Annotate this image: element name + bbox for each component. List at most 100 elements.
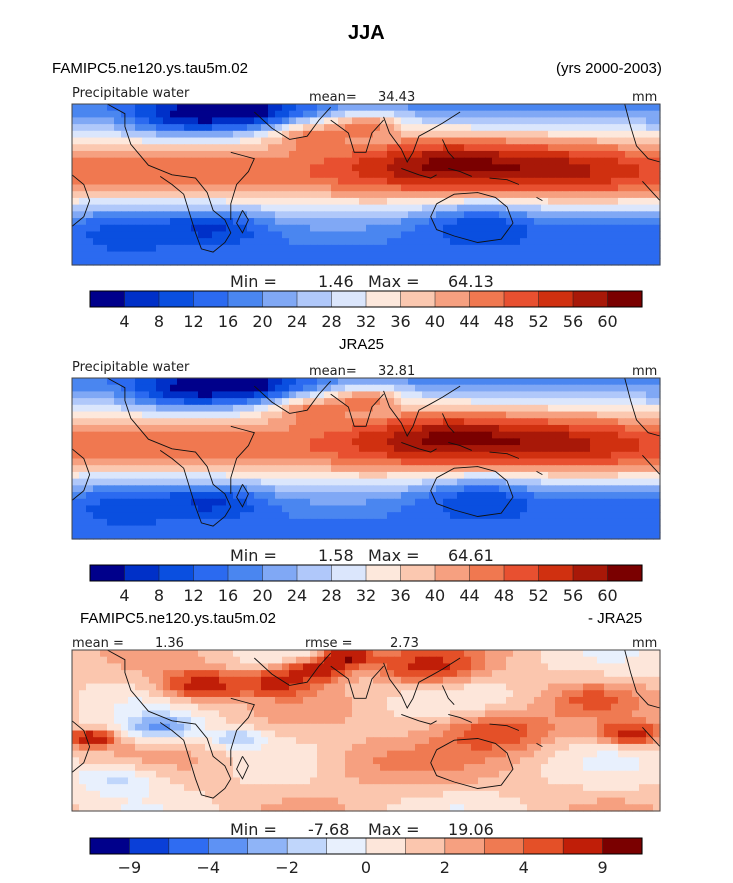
map-cell xyxy=(401,505,409,513)
map-cell xyxy=(590,438,598,446)
map-cell xyxy=(450,431,458,439)
map-cell xyxy=(604,238,612,246)
map-cell xyxy=(401,690,409,698)
map-cell xyxy=(93,525,101,533)
map-cell xyxy=(485,117,493,125)
map-cell xyxy=(534,224,542,233)
map-cell xyxy=(338,676,346,685)
map-cell xyxy=(548,683,556,691)
map-cell xyxy=(303,465,311,473)
map-cell xyxy=(121,378,129,386)
map-cell xyxy=(443,191,451,199)
colorbar-swatch xyxy=(607,290,643,308)
map-cell xyxy=(282,650,290,658)
panel1-case-name: FAMIPC5.ne120.ys.tau5m.02 xyxy=(52,60,248,77)
map-cell xyxy=(380,703,388,711)
map-cell xyxy=(268,683,276,691)
map-cell xyxy=(86,663,94,671)
map-cell xyxy=(611,184,619,192)
map-cell xyxy=(289,656,297,665)
map-cell xyxy=(534,130,542,139)
map-cell xyxy=(583,177,591,186)
map-cell xyxy=(324,478,332,486)
map-cell xyxy=(114,117,122,125)
map-cell xyxy=(345,471,353,480)
map-cell xyxy=(555,124,563,132)
map-cell xyxy=(79,431,87,439)
colorbar-swatch xyxy=(607,564,643,582)
map-cell xyxy=(191,458,199,466)
map-cell xyxy=(464,411,472,419)
map-cell xyxy=(590,384,598,393)
map-cell xyxy=(380,656,388,665)
map-cell xyxy=(366,525,374,533)
map-cell xyxy=(646,231,654,239)
map-cell xyxy=(436,404,444,413)
map-cell xyxy=(191,204,199,212)
map-cell xyxy=(653,512,661,520)
map-cell xyxy=(646,696,654,705)
map-cell xyxy=(240,451,248,460)
map-cell xyxy=(149,191,157,199)
colorbar-tick-label: 20 xyxy=(252,312,272,331)
map-cell xyxy=(639,171,647,179)
map-cell xyxy=(100,391,108,399)
map-cell xyxy=(233,110,241,119)
map-cell xyxy=(93,696,101,705)
map-cell xyxy=(597,224,605,233)
map-cell xyxy=(450,451,458,460)
map-cell xyxy=(583,384,591,393)
colorbar-tick-label: 20 xyxy=(252,586,272,605)
map-cell xyxy=(548,164,556,172)
map-cell xyxy=(352,683,360,691)
map-cell xyxy=(121,676,129,685)
map-cell xyxy=(373,150,381,159)
map-cell xyxy=(275,197,283,206)
map-cell xyxy=(359,231,367,239)
map-cell xyxy=(646,204,654,212)
map-cell xyxy=(352,244,360,253)
map-cell xyxy=(436,485,444,493)
map-cell xyxy=(226,184,234,192)
map-cell xyxy=(282,384,290,393)
map-cell xyxy=(471,465,479,473)
map-cell xyxy=(618,424,626,433)
map-cell xyxy=(121,451,129,460)
map-cell xyxy=(303,431,311,439)
map-cell xyxy=(618,104,626,112)
map-cell xyxy=(492,505,500,513)
map-cell xyxy=(520,150,528,159)
map-cell xyxy=(275,104,283,112)
map-cell xyxy=(345,690,353,698)
map-cell xyxy=(121,157,129,165)
map-cell xyxy=(401,683,409,691)
map-cell xyxy=(415,104,423,112)
map-cell xyxy=(499,384,507,393)
map-cell xyxy=(464,197,472,206)
map-cell xyxy=(443,398,451,406)
map-cell xyxy=(240,378,248,386)
map-cell xyxy=(114,231,122,239)
map-cell xyxy=(317,485,325,493)
map-cell xyxy=(289,411,297,419)
map-cell xyxy=(331,411,339,419)
map-cell xyxy=(604,398,612,406)
map-cell xyxy=(359,218,367,226)
map-cell xyxy=(597,478,605,486)
map-cell xyxy=(555,512,563,520)
map-cell xyxy=(471,696,479,705)
map-cell xyxy=(576,424,584,433)
map-cell xyxy=(527,650,535,658)
map-cell xyxy=(569,676,577,685)
map-cell xyxy=(457,144,465,152)
map-cell xyxy=(107,512,115,520)
map-cell xyxy=(604,683,612,691)
map-cell xyxy=(625,703,633,711)
map-cell xyxy=(359,703,367,711)
map-cell xyxy=(548,398,556,406)
map-cell xyxy=(142,505,150,513)
map-cell xyxy=(184,384,192,393)
map-cell xyxy=(79,258,87,266)
map-cell xyxy=(219,238,227,246)
map-cell xyxy=(646,218,654,226)
